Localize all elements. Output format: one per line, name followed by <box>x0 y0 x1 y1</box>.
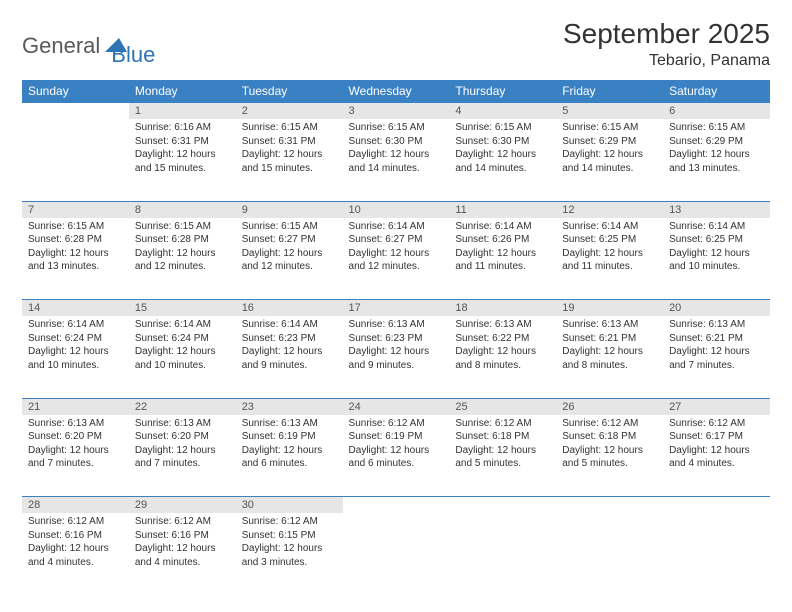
day-content-row: Sunrise: 6:15 AMSunset: 6:28 PMDaylight:… <box>22 218 770 300</box>
logo-text-1: General <box>22 33 100 59</box>
day-number-cell: 9 <box>236 201 343 218</box>
day-content-row: Sunrise: 6:14 AMSunset: 6:24 PMDaylight:… <box>22 316 770 398</box>
day-number-row: 282930 <box>22 497 770 514</box>
day-number-cell: 12 <box>556 201 663 218</box>
day-number-cell: 11 <box>449 201 556 218</box>
day-content-cell: Sunrise: 6:15 AMSunset: 6:27 PMDaylight:… <box>236 218 343 300</box>
day-number-cell: 7 <box>22 201 129 218</box>
day-number-cell: 18 <box>449 300 556 317</box>
calendar-table: SundayMondayTuesdayWednesdayThursdayFrid… <box>22 80 770 595</box>
day-number-cell <box>343 497 450 514</box>
day-header: Saturday <box>663 80 770 103</box>
day-number-cell: 15 <box>129 300 236 317</box>
month-title: September 2025 <box>563 18 770 50</box>
day-content-cell: Sunrise: 6:14 AMSunset: 6:26 PMDaylight:… <box>449 218 556 300</box>
day-content-cell: Sunrise: 6:16 AMSunset: 6:31 PMDaylight:… <box>129 119 236 201</box>
day-content-cell <box>449 513 556 595</box>
day-content-cell: Sunrise: 6:15 AMSunset: 6:30 PMDaylight:… <box>343 119 450 201</box>
calendar-body: 123456Sunrise: 6:16 AMSunset: 6:31 PMDay… <box>22 103 770 596</box>
day-content-row: Sunrise: 6:13 AMSunset: 6:20 PMDaylight:… <box>22 415 770 497</box>
day-number-cell: 5 <box>556 103 663 120</box>
day-content-cell: Sunrise: 6:15 AMSunset: 6:30 PMDaylight:… <box>449 119 556 201</box>
day-content-cell: Sunrise: 6:12 AMSunset: 6:19 PMDaylight:… <box>343 415 450 497</box>
day-number-cell: 22 <box>129 398 236 415</box>
day-number-cell: 2 <box>236 103 343 120</box>
day-number-cell: 14 <box>22 300 129 317</box>
day-content-cell: Sunrise: 6:15 AMSunset: 6:28 PMDaylight:… <box>22 218 129 300</box>
day-number-cell: 26 <box>556 398 663 415</box>
day-number-cell: 24 <box>343 398 450 415</box>
day-number-row: 78910111213 <box>22 201 770 218</box>
day-number-cell: 16 <box>236 300 343 317</box>
day-content-cell: Sunrise: 6:15 AMSunset: 6:31 PMDaylight:… <box>236 119 343 201</box>
day-content-cell <box>556 513 663 595</box>
day-content-cell: Sunrise: 6:13 AMSunset: 6:21 PMDaylight:… <box>556 316 663 398</box>
day-content-cell: Sunrise: 6:12 AMSunset: 6:17 PMDaylight:… <box>663 415 770 497</box>
day-content-cell: Sunrise: 6:15 AMSunset: 6:28 PMDaylight:… <box>129 218 236 300</box>
day-number-cell <box>449 497 556 514</box>
logo: General Blue <box>22 24 155 68</box>
day-content-cell: Sunrise: 6:12 AMSunset: 6:16 PMDaylight:… <box>22 513 129 595</box>
day-number-cell: 3 <box>343 103 450 120</box>
day-content-cell: Sunrise: 6:14 AMSunset: 6:27 PMDaylight:… <box>343 218 450 300</box>
day-number-row: 14151617181920 <box>22 300 770 317</box>
day-content-cell: Sunrise: 6:13 AMSunset: 6:20 PMDaylight:… <box>129 415 236 497</box>
day-content-cell: Sunrise: 6:12 AMSunset: 6:18 PMDaylight:… <box>449 415 556 497</box>
day-number-cell <box>556 497 663 514</box>
day-header: Friday <box>556 80 663 103</box>
day-number-cell: 13 <box>663 201 770 218</box>
day-number-row: 21222324252627 <box>22 398 770 415</box>
day-number-cell: 19 <box>556 300 663 317</box>
day-number-cell: 10 <box>343 201 450 218</box>
day-content-cell <box>22 119 129 201</box>
day-number-cell: 17 <box>343 300 450 317</box>
day-number-row: 123456 <box>22 103 770 120</box>
day-number-cell: 29 <box>129 497 236 514</box>
day-number-cell: 4 <box>449 103 556 120</box>
day-content-cell: Sunrise: 6:15 AMSunset: 6:29 PMDaylight:… <box>556 119 663 201</box>
day-header: Sunday <box>22 80 129 103</box>
day-content-cell: Sunrise: 6:12 AMSunset: 6:16 PMDaylight:… <box>129 513 236 595</box>
day-header: Tuesday <box>236 80 343 103</box>
day-header: Monday <box>129 80 236 103</box>
day-number-cell <box>663 497 770 514</box>
day-content-cell: Sunrise: 6:13 AMSunset: 6:20 PMDaylight:… <box>22 415 129 497</box>
day-content-cell: Sunrise: 6:14 AMSunset: 6:25 PMDaylight:… <box>556 218 663 300</box>
day-number-cell: 8 <box>129 201 236 218</box>
title-block: September 2025 Tebario, Panama <box>563 18 770 70</box>
day-number-cell: 28 <box>22 497 129 514</box>
day-content-cell: Sunrise: 6:14 AMSunset: 6:23 PMDaylight:… <box>236 316 343 398</box>
day-content-cell <box>663 513 770 595</box>
day-content-cell: Sunrise: 6:13 AMSunset: 6:22 PMDaylight:… <box>449 316 556 398</box>
day-content-row: Sunrise: 6:12 AMSunset: 6:16 PMDaylight:… <box>22 513 770 595</box>
day-content-row: Sunrise: 6:16 AMSunset: 6:31 PMDaylight:… <box>22 119 770 201</box>
day-number-cell: 6 <box>663 103 770 120</box>
day-content-cell <box>343 513 450 595</box>
logo-text-2: Blue <box>111 42 155 68</box>
day-header: Wednesday <box>343 80 450 103</box>
day-content-cell: Sunrise: 6:12 AMSunset: 6:15 PMDaylight:… <box>236 513 343 595</box>
day-number-cell <box>22 103 129 120</box>
location: Tebario, Panama <box>563 52 770 70</box>
day-content-cell: Sunrise: 6:14 AMSunset: 6:24 PMDaylight:… <box>129 316 236 398</box>
day-number-cell: 21 <box>22 398 129 415</box>
header: General Blue September 2025 Tebario, Pan… <box>22 18 770 70</box>
day-content-cell: Sunrise: 6:12 AMSunset: 6:18 PMDaylight:… <box>556 415 663 497</box>
day-number-cell: 27 <box>663 398 770 415</box>
day-header: Thursday <box>449 80 556 103</box>
day-number-cell: 25 <box>449 398 556 415</box>
day-content-cell: Sunrise: 6:15 AMSunset: 6:29 PMDaylight:… <box>663 119 770 201</box>
day-content-cell: Sunrise: 6:13 AMSunset: 6:21 PMDaylight:… <box>663 316 770 398</box>
day-content-cell: Sunrise: 6:13 AMSunset: 6:19 PMDaylight:… <box>236 415 343 497</box>
day-content-cell: Sunrise: 6:14 AMSunset: 6:25 PMDaylight:… <box>663 218 770 300</box>
day-number-cell: 30 <box>236 497 343 514</box>
day-content-cell: Sunrise: 6:13 AMSunset: 6:23 PMDaylight:… <box>343 316 450 398</box>
day-content-cell: Sunrise: 6:14 AMSunset: 6:24 PMDaylight:… <box>22 316 129 398</box>
day-of-week-row: SundayMondayTuesdayWednesdayThursdayFrid… <box>22 80 770 103</box>
day-number-cell: 23 <box>236 398 343 415</box>
day-number-cell: 1 <box>129 103 236 120</box>
day-number-cell: 20 <box>663 300 770 317</box>
